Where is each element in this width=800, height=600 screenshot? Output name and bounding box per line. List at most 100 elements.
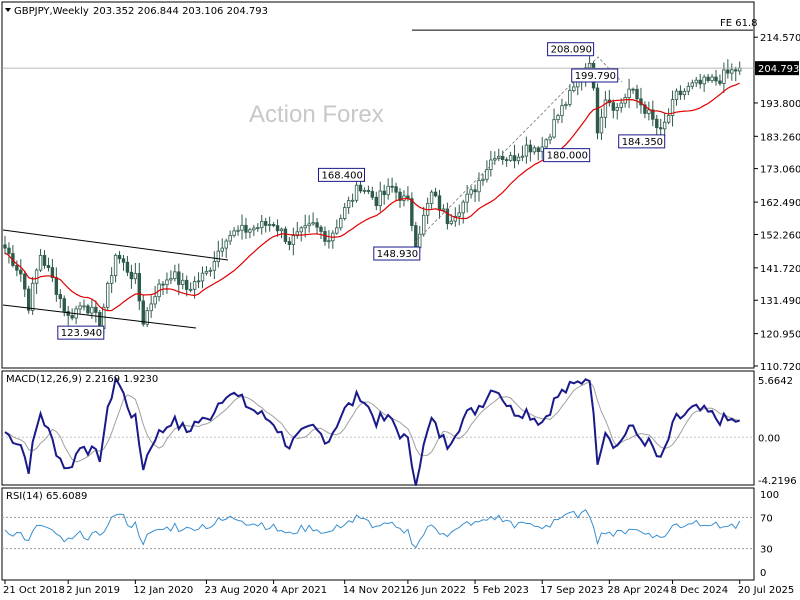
candle-body — [568, 90, 572, 105]
candle-body — [38, 255, 43, 271]
candle-body — [62, 298, 66, 312]
candle-body — [220, 247, 224, 252]
candle-body — [224, 240, 228, 249]
candle-body — [441, 208, 446, 211]
candle-body — [635, 88, 639, 100]
price-series: FE 61.8 — [2, 18, 758, 335]
candle-body — [536, 147, 540, 152]
candle-body — [461, 201, 465, 214]
candle-body — [244, 224, 248, 233]
annotation-box — [547, 42, 595, 57]
candle-body — [386, 185, 390, 196]
rsi-panel[interactable] — [1, 487, 755, 581]
candle-body — [564, 103, 568, 107]
candle-body — [149, 303, 153, 312]
candle-body — [394, 186, 398, 193]
candle-body — [236, 229, 240, 232]
candle-body — [181, 279, 185, 285]
candle-body — [129, 271, 134, 280]
candle-body — [291, 235, 296, 245]
candle-body — [615, 106, 619, 111]
candle-body — [469, 189, 473, 195]
rsi-tick-label: 30 — [760, 545, 773, 556]
watermark: Action Forex — [249, 101, 384, 128]
candle-body — [311, 222, 315, 225]
chevron-down-icon[interactable] — [5, 8, 11, 12]
price-tick-label: 214.570 — [760, 33, 800, 44]
annotation-box — [571, 68, 619, 83]
candle-body — [544, 139, 548, 148]
candle-body — [370, 191, 375, 198]
candle-body — [216, 250, 220, 262]
rsi-series — [2, 509, 754, 550]
price-tick-label: 183.260 — [760, 132, 800, 143]
annotation-label: 184.350 — [622, 137, 663, 148]
current-price-value: 204.793 — [758, 64, 799, 75]
candle-body — [366, 189, 371, 192]
candle-body — [489, 159, 493, 170]
candle-body — [15, 265, 19, 271]
candle-body — [30, 282, 35, 311]
candle-body — [102, 306, 106, 330]
fe-level-label: FE 61.8 — [720, 18, 758, 29]
price-tick-label: 162.490 — [760, 198, 800, 209]
x-tick-label: 20 Jul 2025 — [738, 585, 795, 596]
candle-body — [520, 155, 525, 158]
candle-body — [228, 234, 232, 242]
candle-body — [619, 102, 623, 108]
candle-body — [335, 227, 339, 234]
candle-body — [690, 82, 694, 87]
candle-body — [188, 288, 193, 291]
candle-body — [327, 240, 331, 243]
candle-body — [418, 233, 422, 249]
candle-body — [299, 227, 303, 233]
annotation-box — [318, 167, 365, 182]
macd-panel[interactable] — [1, 370, 755, 486]
price-tick-label: 120.950 — [760, 330, 800, 341]
candle-body — [3, 244, 7, 249]
candle-body — [378, 190, 382, 207]
channel-lower-line — [2, 304, 197, 329]
annotation-box — [57, 325, 105, 340]
price-tick-label: 141.720 — [760, 264, 800, 275]
candle-body — [643, 104, 647, 114]
candle-body — [232, 230, 236, 236]
candle-body — [627, 88, 631, 98]
candle-body — [390, 185, 394, 188]
candle-body — [548, 136, 552, 141]
candle-body — [295, 231, 299, 237]
candle-body — [121, 258, 126, 263]
candle-body — [196, 280, 201, 283]
candle-body — [271, 224, 276, 227]
candle-body — [78, 305, 82, 310]
candle-body — [528, 144, 533, 153]
price-panel[interactable] — [1, 1, 755, 369]
annotation-label: 168.400 — [322, 170, 363, 181]
candle-body — [256, 227, 260, 230]
candle-body — [287, 241, 292, 245]
candle-body — [726, 69, 730, 74]
candle-body — [508, 155, 513, 161]
candle-body — [433, 191, 438, 197]
candle-body — [437, 195, 442, 211]
rsi-tick-label: 70 — [760, 513, 773, 524]
candle-body — [398, 191, 402, 201]
candle-body — [445, 208, 450, 225]
moving-average-line — [4, 82, 740, 312]
candle-body — [208, 269, 213, 272]
candle-body — [631, 88, 635, 91]
candle-body — [26, 288, 31, 311]
annotation-label: 123.940 — [61, 328, 102, 339]
candle-body — [141, 300, 145, 325]
candle-body — [698, 79, 702, 85]
candle-body — [552, 119, 556, 138]
candle-body — [342, 207, 347, 219]
candle-body — [260, 221, 264, 229]
candle-body — [651, 109, 655, 120]
x-tick-label: 8 Dec 2024 — [671, 585, 729, 596]
candle-body — [481, 178, 485, 181]
candle-body — [66, 311, 70, 316]
candle-body — [429, 191, 434, 204]
candle-body — [7, 247, 11, 254]
